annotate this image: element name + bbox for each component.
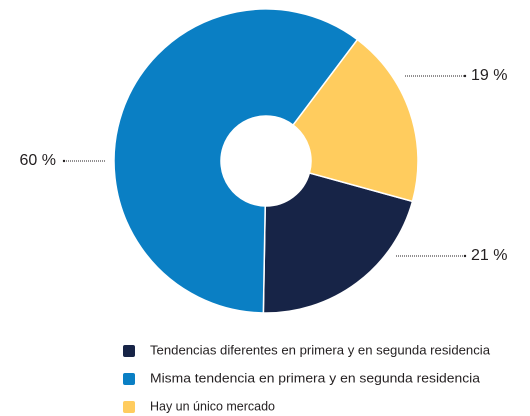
legend-swatch [123,401,135,413]
legend-label: Tendencias diferentes en primera y en se… [150,342,491,357]
leader-dot [463,254,467,258]
value-label: 19 % [471,67,507,84]
value-label: 60 % [20,152,56,169]
legend-label: Misma tendencia en primera y en segunda … [150,370,481,385]
leader-dot [62,159,66,163]
donut-slice [113,8,359,314]
donut-slice [262,172,414,314]
legend-swatch [123,345,135,357]
leader-dot [463,74,467,78]
donut-slice [292,38,419,203]
legend-label: Hay un único mercado [150,398,275,413]
value-label: 21 % [471,247,507,264]
legend-swatch [123,373,135,385]
